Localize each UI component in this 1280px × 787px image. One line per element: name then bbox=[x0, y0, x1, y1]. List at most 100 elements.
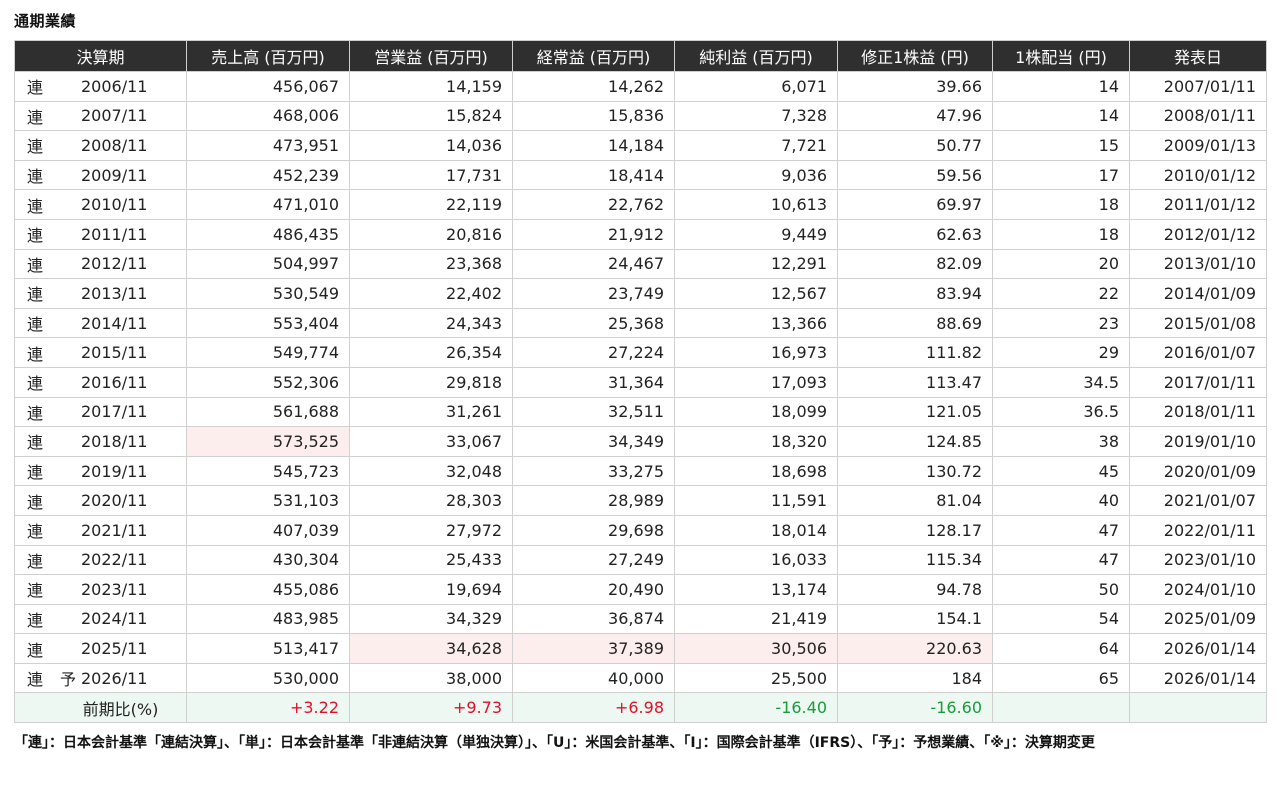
yoy-net-profit-cell: -16.40 bbox=[674, 692, 838, 724]
net-profit-cell: 7,328 bbox=[674, 100, 838, 132]
announce-date-cell: 2021/01/07 bbox=[1129, 485, 1267, 516]
operating-profit-cell: 25,433 bbox=[349, 544, 513, 576]
sales-cell: 483,985 bbox=[186, 603, 350, 635]
dividend-cell: 50 bbox=[992, 574, 1130, 605]
ordinary-profit-cell: 32,511 bbox=[512, 396, 675, 428]
period-label: 2024/11 bbox=[81, 609, 148, 629]
ordinary-profit-cell: 18,414 bbox=[512, 159, 675, 191]
table-row: 連 2020/11 531,103 28,303 28,989 11,591 81.04 40… bbox=[14, 485, 1267, 516]
ordinary-profit-cell: 20,490 bbox=[512, 574, 675, 605]
dividend-cell: 36.5 bbox=[992, 396, 1130, 428]
announce-date-cell: 2016/01/07 bbox=[1129, 337, 1267, 368]
period-cell: 連 2006/11 bbox=[14, 71, 187, 102]
accounting-mark: 連 bbox=[26, 581, 43, 601]
accounting-mark: 連 bbox=[26, 433, 43, 453]
net-profit-cell: 9,036 bbox=[674, 159, 838, 191]
accounting-mark: 連 bbox=[26, 137, 43, 157]
eps-cell: 220.63 bbox=[837, 633, 993, 664]
table-row: 連 2014/11 553,404 24,343 25,368 13,366 88.69 23… bbox=[14, 307, 1267, 339]
eps-cell: 88.69 bbox=[837, 307, 993, 339]
period-cell: 連 2010/11 bbox=[14, 189, 187, 220]
sales-cell: 452,239 bbox=[186, 159, 350, 191]
period-cell: 連 2020/11 bbox=[14, 485, 187, 516]
yoy-ratio-label: 前期比(%) bbox=[14, 692, 187, 724]
operating-profit-cell: 24,343 bbox=[349, 307, 513, 339]
dividend-cell: 34.5 bbox=[992, 366, 1130, 398]
accounting-mark: 連 bbox=[26, 551, 43, 571]
net-profit-cell: 6,071 bbox=[674, 71, 838, 102]
net-profit-cell: 7,721 bbox=[674, 130, 838, 161]
table-row: 連 2025/11 513,417 34,628 37,389 30,506 220.63 6… bbox=[14, 633, 1267, 664]
net-profit-cell: 13,174 bbox=[674, 574, 838, 605]
col-header-net-profit: 純利益 (百万円) bbox=[674, 40, 838, 72]
col-header-dividend: 1株配当 (円) bbox=[992, 40, 1130, 72]
period-label: 2010/11 bbox=[81, 195, 148, 215]
dividend-cell: 45 bbox=[992, 455, 1130, 487]
sales-cell: 553,404 bbox=[186, 307, 350, 339]
dividend-cell: 38 bbox=[992, 426, 1130, 457]
announce-date-cell: 2013/01/10 bbox=[1129, 248, 1267, 280]
dividend-cell: 14 bbox=[992, 100, 1130, 132]
period-label: 2022/11 bbox=[81, 550, 148, 570]
accounting-mark: 連 bbox=[26, 463, 43, 483]
period-label: 2015/11 bbox=[81, 343, 148, 363]
dividend-cell: 22 bbox=[992, 278, 1130, 309]
operating-profit-cell: 28,303 bbox=[349, 485, 513, 516]
ordinary-profit-cell: 37,389 bbox=[512, 633, 675, 664]
announce-date-cell: 2011/01/12 bbox=[1129, 189, 1267, 220]
accounting-mark: 連 bbox=[26, 315, 43, 335]
announce-date-cell: 2025/01/09 bbox=[1129, 603, 1267, 635]
net-profit-cell: 18,320 bbox=[674, 426, 838, 457]
eps-cell: 115.34 bbox=[837, 544, 993, 576]
ordinary-profit-cell: 24,467 bbox=[512, 248, 675, 280]
accounting-mark: 連 bbox=[26, 78, 43, 98]
period-label: 2021/11 bbox=[81, 520, 148, 540]
period-cell: 連 2012/11 bbox=[14, 248, 187, 280]
ordinary-profit-cell: 29,698 bbox=[512, 514, 675, 546]
table-row: 連 2019/11 545,723 32,048 33,275 18,698 130.72 4… bbox=[14, 455, 1267, 487]
table-body: 連 2006/11 456,067 14,159 14,262 6,071 39.66 14 2… bbox=[14, 71, 1267, 724]
eps-cell: 82.09 bbox=[837, 248, 993, 280]
accounting-mark: 連 bbox=[26, 374, 43, 394]
accounting-mark: 連 bbox=[26, 167, 43, 187]
table-row: 連 2012/11 504,997 23,368 24,467 12,291 82.09 20… bbox=[14, 248, 1267, 280]
period-cell: 連 2008/11 bbox=[14, 130, 187, 161]
yoy-sales-cell: +3.22 bbox=[186, 692, 350, 724]
eps-cell: 154.1 bbox=[837, 603, 993, 635]
announce-date-cell: 2026/01/14 bbox=[1129, 633, 1267, 664]
net-profit-cell: 10,613 bbox=[674, 189, 838, 220]
net-profit-cell: 17,093 bbox=[674, 366, 838, 398]
eps-cell: 39.66 bbox=[837, 71, 993, 102]
accounting-mark: 連 bbox=[26, 492, 43, 512]
sales-cell: 456,067 bbox=[186, 71, 350, 102]
sales-cell: 430,304 bbox=[186, 544, 350, 576]
forecast-mark: 予 bbox=[59, 670, 76, 690]
operating-profit-cell: 23,368 bbox=[349, 248, 513, 280]
ordinary-profit-cell: 40,000 bbox=[512, 662, 675, 694]
net-profit-cell: 18,099 bbox=[674, 396, 838, 428]
period-cell: 連 2013/11 bbox=[14, 278, 187, 309]
dividend-cell: 18 bbox=[992, 189, 1130, 220]
announce-date-cell: 2017/01/11 bbox=[1129, 366, 1267, 398]
eps-cell: 184 bbox=[837, 662, 993, 694]
sales-cell: 468,006 bbox=[186, 100, 350, 132]
dividend-cell: 14 bbox=[992, 71, 1130, 102]
period-cell: 連 2016/11 bbox=[14, 366, 187, 398]
sales-cell: 513,417 bbox=[186, 633, 350, 664]
period-label: 2007/11 bbox=[81, 106, 148, 126]
sales-cell: 573,525 bbox=[186, 426, 350, 457]
period-cell: 連 2024/11 bbox=[14, 603, 187, 635]
sales-cell: 504,997 bbox=[186, 248, 350, 280]
eps-cell: 128.17 bbox=[837, 514, 993, 546]
table-row: 連予 2026/11 530,000 38,000 40,000 25,500 184 65 2… bbox=[14, 662, 1267, 694]
eps-cell: 69.97 bbox=[837, 189, 993, 220]
eps-cell: 81.04 bbox=[837, 485, 993, 516]
eps-cell: 83.94 bbox=[837, 278, 993, 309]
announce-date-cell: 2012/01/12 bbox=[1129, 218, 1267, 250]
period-cell: 連 2007/11 bbox=[14, 100, 187, 132]
operating-profit-cell: 27,972 bbox=[349, 514, 513, 546]
yoy-ratio-row: 前期比(%) +3.22 +9.73 +6.98 -16.40 -16.60 bbox=[14, 692, 1267, 724]
dividend-cell: 20 bbox=[992, 248, 1130, 280]
col-header-period: 決算期 bbox=[14, 40, 187, 72]
